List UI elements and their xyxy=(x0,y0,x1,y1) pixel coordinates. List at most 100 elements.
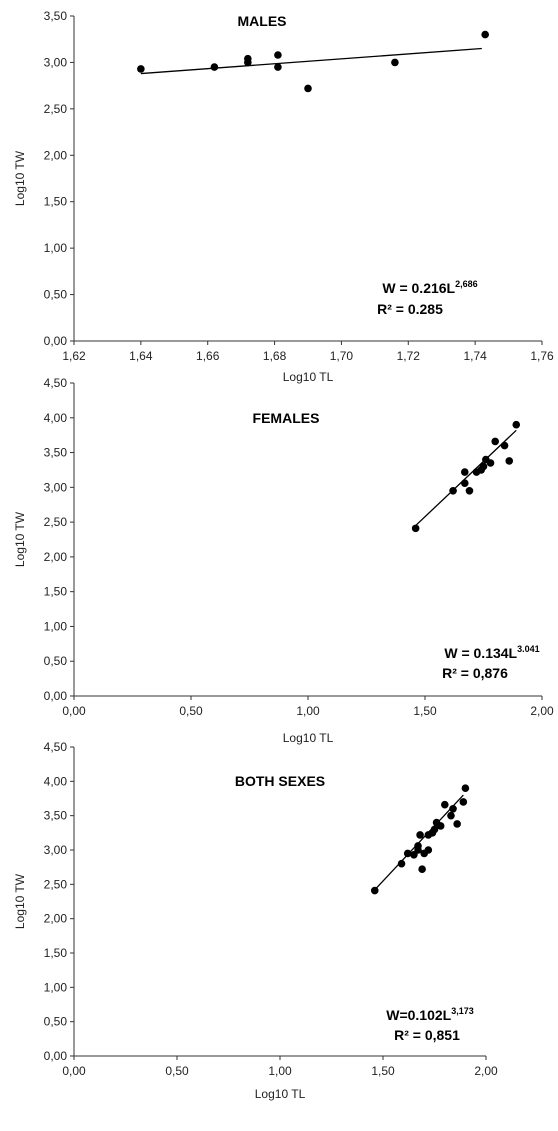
trendline xyxy=(415,429,517,527)
equation-exponent: 3.041 xyxy=(517,644,540,654)
equation-exponent: 2,686 xyxy=(455,279,478,289)
regression-equation: W = 0.134L3.041 xyxy=(444,644,539,661)
x-tick-label: 0,00 xyxy=(62,704,86,718)
y-tick-label: 2,00 xyxy=(44,912,68,926)
regression-equation: W=0.102L3,173 xyxy=(386,1006,474,1023)
x-tick-label: 1,72 xyxy=(397,349,421,363)
data-point xyxy=(391,58,399,67)
data-point xyxy=(403,849,412,858)
data-point xyxy=(465,487,474,495)
data-point xyxy=(304,84,312,93)
data-point xyxy=(436,822,445,830)
data-point xyxy=(274,63,282,71)
data-point xyxy=(411,524,420,533)
chart-title: BOTH SEXES xyxy=(235,773,325,789)
chart-title: MALES xyxy=(238,13,287,29)
y-tick-label: 1,50 xyxy=(44,585,68,599)
data-point xyxy=(459,798,468,806)
data-point xyxy=(244,54,252,63)
y-tick-label: 0,50 xyxy=(44,288,68,302)
x-tick-label: 2,00 xyxy=(474,1064,498,1078)
data-point xyxy=(460,479,469,487)
data-point xyxy=(418,865,426,874)
y-tick-label: 3,00 xyxy=(44,55,68,69)
data-point xyxy=(505,457,514,465)
data-point xyxy=(449,805,457,813)
chart-panel-3: 0,00 0,50 1,00 1,50 2,00 2,50 3,00 3,50 4,00 4,50… xyxy=(13,740,498,1101)
x-tick-label: 2,00 xyxy=(530,704,554,718)
trendline xyxy=(140,47,482,75)
data-point xyxy=(430,825,439,834)
y-tick-label: 2,00 xyxy=(44,148,68,162)
x-tick-label: 1,76 xyxy=(530,349,554,363)
y-axis-label: Log10 TW xyxy=(13,150,27,206)
r-squared-label: R² = 0,851 xyxy=(394,1027,460,1043)
data-point xyxy=(370,886,379,895)
data-point xyxy=(461,784,470,792)
data-point xyxy=(416,831,424,839)
y-tick-label: 2,50 xyxy=(44,515,68,529)
data-point xyxy=(449,487,457,495)
y-tick-label: 1,00 xyxy=(44,619,68,633)
x-tick-label: 0,50 xyxy=(165,1064,189,1078)
y-tick-label: 3,50 xyxy=(44,446,68,460)
equation-exponent: 3,173 xyxy=(451,1006,474,1016)
data-point xyxy=(453,820,461,828)
chart-panel-1: 0,00 0,50 1,00 1,50 2,00 2,50 3,00 3,50 1,62 1,64… xyxy=(13,9,554,384)
x-tick-label: 1,50 xyxy=(413,704,437,718)
r-squared-label: R² = 0.285 xyxy=(377,301,443,317)
x-tick-label: 1,64 xyxy=(129,349,153,363)
y-axis-label: Log10 TW xyxy=(13,511,27,567)
y-tick-label: 4,50 xyxy=(44,376,68,390)
chart-title: FEMALES xyxy=(253,410,320,426)
data-point xyxy=(274,51,282,59)
y-tick-label: 2,50 xyxy=(44,102,68,116)
regression-equation: W = 0.216L2,686 xyxy=(382,279,477,296)
y-tick-label: 0,50 xyxy=(44,654,68,668)
x-tick-label: 1,68 xyxy=(263,349,287,363)
x-tick-label: 1,70 xyxy=(330,349,354,363)
y-tick-label: 3,50 xyxy=(44,9,68,23)
y-tick-label: 2,50 xyxy=(44,877,68,891)
x-tick-label: 1,50 xyxy=(371,1064,395,1078)
r-squared-label: R² = 0,876 xyxy=(442,665,508,681)
data-point xyxy=(500,441,509,450)
y-tick-label: 1,00 xyxy=(44,241,68,255)
y-tick-label: 3,00 xyxy=(44,480,68,494)
x-tick-label: 1,00 xyxy=(268,1064,292,1078)
equation-base: W=0.102L xyxy=(386,1007,451,1023)
x-axis-label: Log10 TL xyxy=(283,731,334,745)
data-point xyxy=(486,459,495,467)
data-point xyxy=(210,63,219,71)
y-tick-label: 0,00 xyxy=(44,1049,68,1063)
data-point xyxy=(441,800,449,809)
y-tick-label: 3,00 xyxy=(44,843,68,857)
data-point xyxy=(460,468,469,476)
y-tick-label: 0,00 xyxy=(44,689,68,703)
y-tick-label: 0,50 xyxy=(44,1015,68,1029)
y-tick-label: 0,00 xyxy=(44,334,68,348)
data-point xyxy=(137,65,145,73)
x-tick-label: 1,62 xyxy=(62,349,86,363)
x-tick-label: 1,74 xyxy=(463,349,487,363)
y-axis-label: Log10 TW xyxy=(13,873,27,929)
y-tick-label: 4,00 xyxy=(44,774,68,788)
x-axis-label: Log10 TL xyxy=(283,370,334,384)
x-axis-label: Log10 TL xyxy=(255,1087,306,1101)
data-point xyxy=(414,842,422,850)
y-tick-label: 4,00 xyxy=(44,411,68,425)
data-point xyxy=(512,420,521,429)
chart-panel-2: 0,00 0,50 1,00 1,50 2,00 2,50 3,00 3,50 4,00 4,50… xyxy=(13,376,554,745)
y-tick-label: 3,50 xyxy=(44,809,68,823)
y-tick-label: 4,50 xyxy=(44,740,68,754)
data-point xyxy=(424,846,433,854)
data-point xyxy=(491,437,500,446)
data-point xyxy=(397,859,406,868)
y-tick-label: 1,50 xyxy=(44,946,68,960)
equation-base: W = 0.216L xyxy=(382,280,455,296)
x-tick-label: 0,00 xyxy=(62,1064,86,1078)
x-tick-label: 0,50 xyxy=(179,704,203,718)
x-tick-label: 1,66 xyxy=(196,349,220,363)
y-tick-label: 1,50 xyxy=(44,195,68,209)
